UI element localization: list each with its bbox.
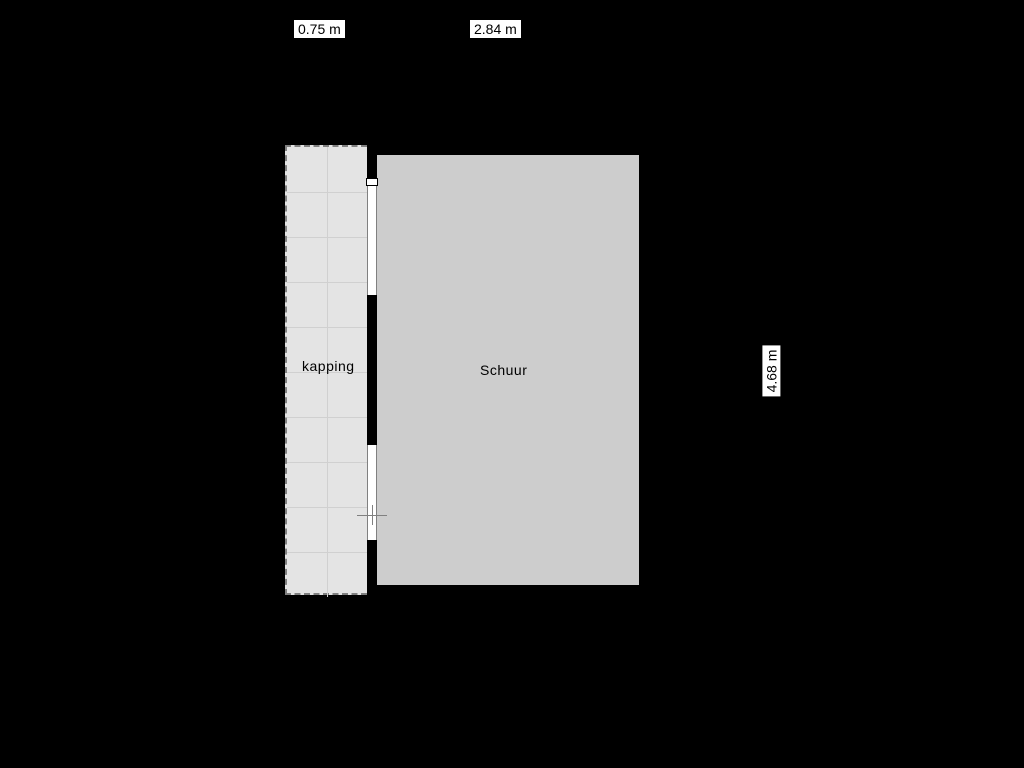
floor-plan-stage: 0.75 m 2.84 m 4.68 m kapping Schuur [0,0,1024,768]
opening-1-edge-l [367,185,368,295]
dim-label-overkapping-width: 0.75 m [294,20,345,38]
tile-line [287,327,369,328]
opening-2-edge-l [367,445,368,540]
tile-line [287,237,369,238]
room-label-overkapping: kapping [302,358,355,374]
tile-line [287,552,369,553]
door-swing-vertical [372,505,373,525]
dim-label-schuur-width: 2.84 m [470,20,521,38]
opening-1-cap-top [366,178,378,186]
tile-line [287,417,369,418]
tile-line [287,507,369,508]
tile-line [287,192,369,193]
dim-label-height: 4.68 m [762,346,780,397]
tile-line [287,282,369,283]
opening-2-edge-r [376,445,377,540]
tile-line [287,462,369,463]
opening-1-edge-r [376,185,377,295]
room-label-schuur: Schuur [480,362,527,378]
